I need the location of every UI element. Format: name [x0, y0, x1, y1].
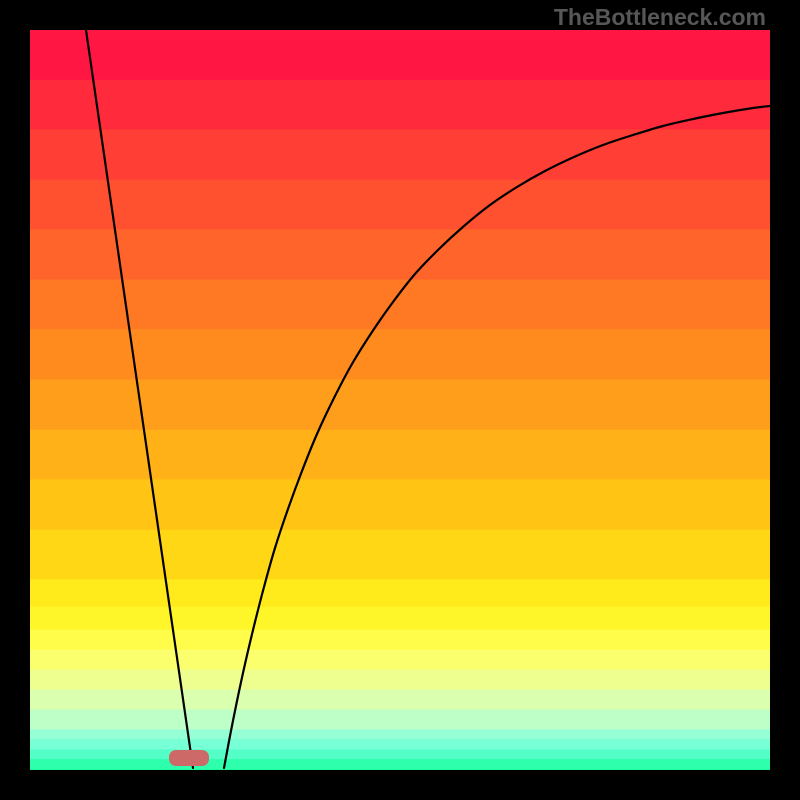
chart-container: TheBottleneck.com — [0, 0, 800, 800]
chart-frame — [0, 0, 800, 800]
watermark-text: TheBottleneck.com — [554, 4, 766, 31]
